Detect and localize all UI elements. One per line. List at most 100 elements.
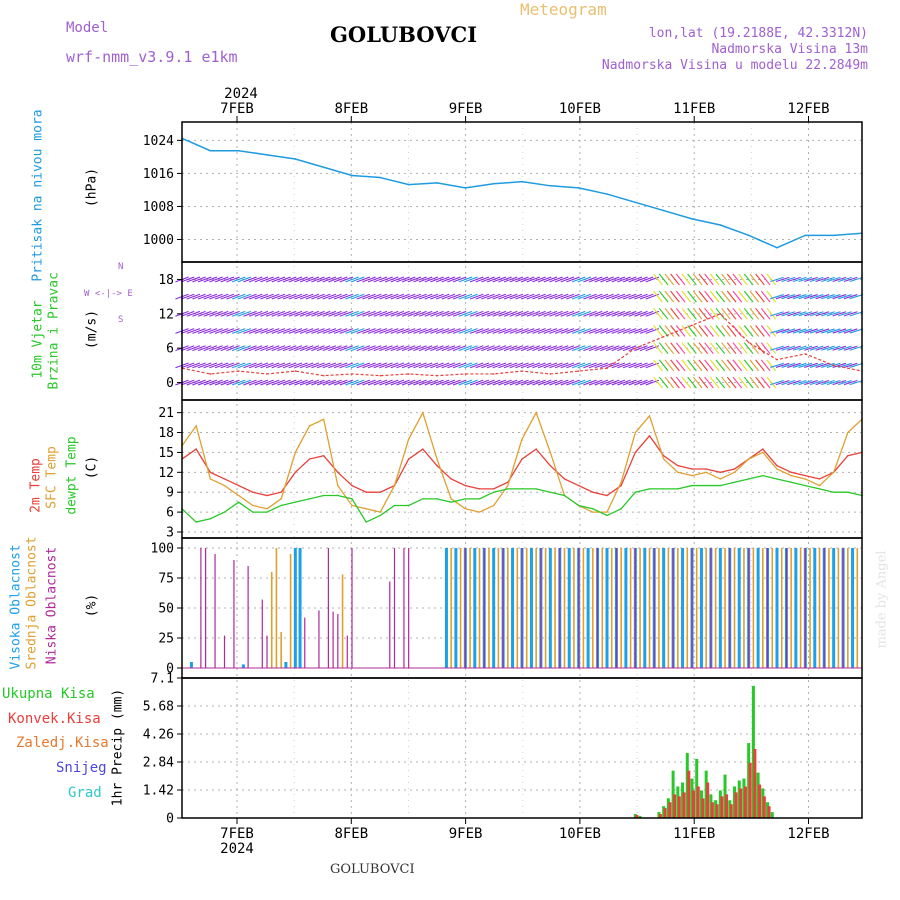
wind-barb	[600, 310, 614, 317]
wind-barb	[282, 293, 297, 300]
t2m-point	[592, 491, 594, 493]
wind-barb	[664, 376, 675, 389]
wind-barb	[237, 362, 252, 369]
wind-barb	[560, 345, 575, 352]
wind-barb	[594, 328, 609, 334]
cloud-mid-bar	[648, 548, 651, 668]
wind-barb	[766, 376, 777, 389]
sfc-temp-point	[804, 478, 807, 480]
cloud-low-bar	[615, 548, 618, 668]
wind-barb	[254, 379, 269, 386]
wind-barb	[634, 345, 648, 352]
wind-barb	[328, 379, 342, 386]
wind-barb	[311, 293, 325, 300]
wind-speed-point	[266, 373, 268, 375]
wind-speed-point	[832, 364, 835, 367]
cloud-mid-bar	[695, 548, 698, 668]
wind-barb	[832, 362, 847, 368]
wind-barb	[277, 362, 291, 369]
wind-barb	[526, 310, 541, 317]
wind-barb	[503, 345, 518, 352]
dewpoint-point	[407, 504, 410, 507]
sfc-temp-point	[379, 511, 382, 513]
wind-barb	[588, 328, 603, 334]
wind-barb	[537, 293, 552, 300]
wind-barb	[675, 290, 686, 303]
wind-barb	[503, 276, 518, 283]
dewpoint-point	[634, 491, 637, 493]
wind-barb	[237, 328, 252, 334]
wind-barb	[577, 379, 592, 386]
wind-barb	[486, 345, 501, 352]
wind-barb	[356, 293, 371, 300]
wind-barb	[486, 310, 501, 317]
wind-barb	[424, 276, 439, 283]
wind-barb	[311, 345, 325, 352]
wind-barb	[532, 328, 546, 334]
wind-barb	[732, 342, 743, 355]
cloud-low-bar	[672, 548, 674, 668]
precip-conv-bar	[725, 794, 729, 818]
cloud-mid-bar	[733, 548, 736, 668]
wind-barb	[260, 362, 274, 369]
wind-barb	[692, 359, 703, 372]
wind-barb	[203, 328, 218, 334]
precip-conv-bar	[635, 815, 639, 818]
lonlat-label: lon,lat (19.2188E, 42.3312N)	[648, 26, 868, 41]
wind-barb	[838, 276, 852, 283]
cloud-mid-bar	[639, 548, 641, 668]
wind-barb	[755, 376, 765, 389]
wind-barb	[498, 276, 512, 283]
wind-barb	[815, 311, 830, 317]
wind-barb	[532, 276, 546, 283]
wind-barb	[350, 310, 365, 317]
wind-barb	[738, 376, 748, 389]
wind-barb	[681, 359, 692, 372]
wind-barb	[658, 376, 669, 389]
wind-barb	[226, 310, 240, 317]
cloud-high-bar	[454, 548, 458, 668]
legend-grad: Grad	[68, 785, 102, 801]
precip-conv-bar	[668, 802, 672, 818]
wind-speed-point	[237, 370, 240, 372]
wind-barb	[447, 276, 461, 283]
wind-barb	[350, 362, 365, 369]
wind-barb	[328, 362, 342, 369]
wind-barb	[322, 328, 337, 334]
wind-barb	[271, 379, 286, 386]
dewpoint-point	[677, 488, 679, 490]
t2m-point	[407, 458, 410, 460]
cloud-mid-bar	[563, 548, 566, 668]
sfc-temp-point	[832, 471, 835, 474]
wind-barb	[464, 379, 478, 386]
wind-barb	[821, 276, 835, 283]
wind-barb	[670, 359, 680, 372]
wind-barb	[815, 345, 830, 351]
cloud-high-bar	[189, 662, 193, 668]
wind-barb	[441, 310, 456, 317]
wind-barb	[299, 310, 314, 317]
wind-barb	[180, 345, 195, 352]
wind-barb	[282, 379, 297, 386]
wind-barb	[549, 293, 563, 300]
wind-barb	[464, 362, 478, 369]
precip-conv-bar	[720, 796, 724, 818]
wind-barb	[721, 342, 731, 355]
wind-barb	[243, 345, 257, 352]
wind-barb	[588, 379, 603, 386]
sfc-temp-point	[549, 451, 552, 454]
wind-barb	[192, 345, 206, 352]
dewpoint-point	[280, 504, 282, 507]
wind-barb	[509, 293, 524, 300]
wind-barb	[339, 379, 354, 386]
cloud-mid-bar	[280, 632, 282, 668]
sfc-temp-point	[422, 411, 424, 414]
wind-barb	[492, 362, 507, 369]
wind-barb	[821, 362, 835, 368]
sfc-temp-point	[790, 474, 792, 477]
wind-barb	[566, 310, 580, 317]
wind-barb	[294, 362, 308, 369]
wind-barb	[634, 276, 648, 283]
wind-barb	[634, 310, 648, 317]
cloud-mid-bar	[818, 548, 821, 668]
